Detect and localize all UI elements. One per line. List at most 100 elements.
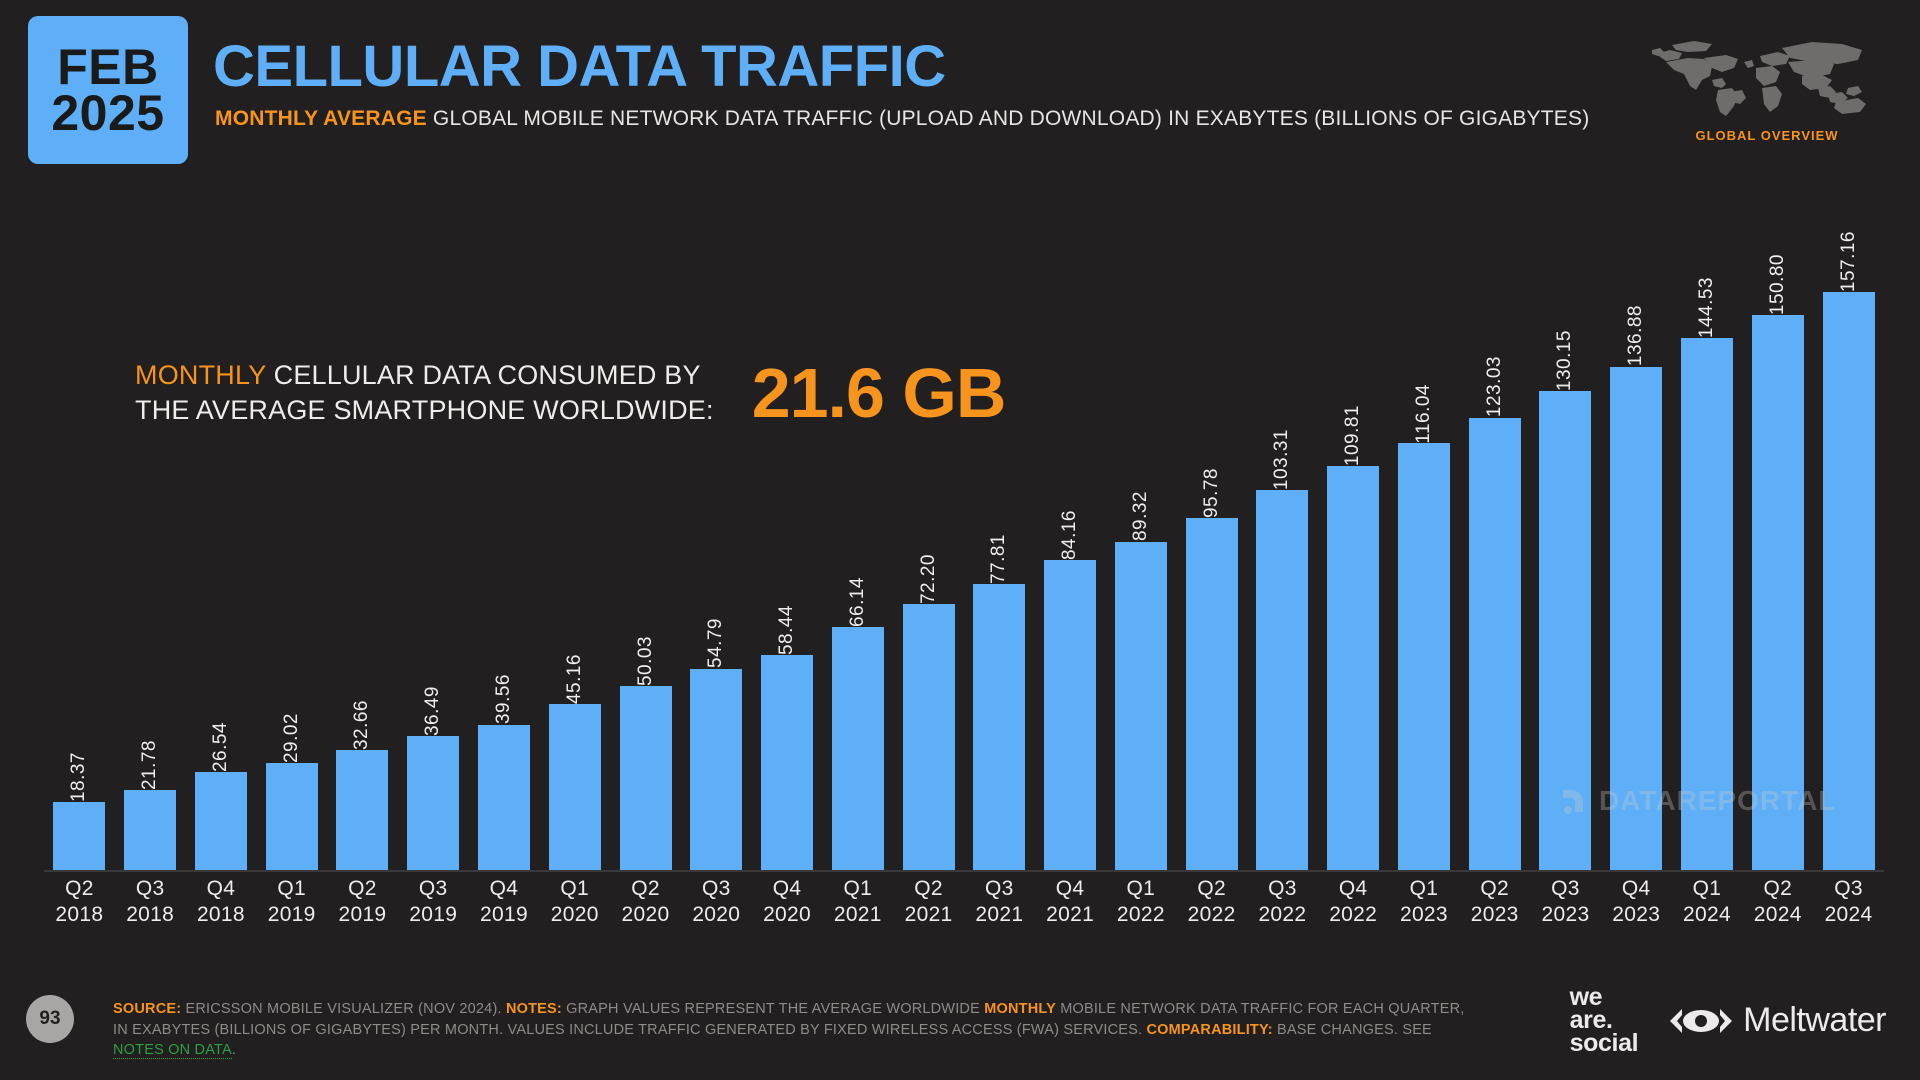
we-are-social-logo: we are. social	[1569, 985, 1639, 1056]
bar[interactable]	[407, 735, 460, 870]
notes-on-data-link[interactable]: NOTES ON DATA	[113, 1042, 232, 1060]
x-tick-quarter: Q3	[135, 877, 165, 900]
bar[interactable]	[1327, 466, 1380, 870]
bar[interactable]	[1539, 391, 1592, 870]
x-tick-year: 2020	[763, 902, 811, 926]
x-axis-tick-label: Q2 2024	[1742, 876, 1813, 927]
footnote-comparability-text: BASE CHANGES. SEE	[1272, 1021, 1432, 1038]
bar-column[interactable]: 36.49	[398, 200, 469, 870]
bar-column[interactable]: 144.53	[1672, 200, 1743, 870]
x-tick-quarter: Q2	[1763, 877, 1793, 900]
bar[interactable]	[619, 686, 672, 870]
footnote-notes-text-a: GRAPH VALUES REPRESENT THE AVERAGE WORLD…	[561, 1001, 985, 1017]
bar-column[interactable]: 109.81	[1318, 200, 1389, 870]
bar[interactable]	[902, 604, 955, 870]
date-badge: FEB 2025	[28, 16, 188, 164]
bar[interactable]	[1751, 315, 1804, 870]
x-axis-tick-label: Q4 2020	[752, 876, 823, 927]
bar[interactable]	[1256, 490, 1309, 870]
bar-value-label: 45.16	[563, 653, 585, 704]
bar[interactable]	[1822, 292, 1875, 870]
x-axis-tick-label: Q3 2021	[964, 876, 1035, 927]
bar-value-label: 144.53	[1695, 277, 1717, 339]
x-axis-tick-label: Q2 2020	[610, 876, 681, 927]
bar-column[interactable]: 150.80	[1742, 200, 1813, 870]
x-tick-year: 2023	[1399, 902, 1448, 926]
bar-column[interactable]: 72.20	[893, 200, 964, 870]
bar[interactable]	[53, 802, 106, 870]
bar[interactable]	[761, 655, 814, 870]
bar-value-label: 95.78	[1200, 467, 1222, 518]
bar-column[interactable]: 54.79	[681, 200, 752, 870]
meltwater-eye-icon	[1670, 1008, 1733, 1033]
x-tick-quarter: Q2	[914, 877, 943, 900]
bar-column[interactable]: 26.54	[186, 200, 257, 870]
bar[interactable]	[973, 583, 1026, 870]
x-tick-quarter: Q3	[1551, 877, 1580, 900]
bar-column[interactable]: 18.37	[44, 200, 115, 870]
bar[interactable]	[477, 724, 530, 870]
bar[interactable]	[1044, 560, 1097, 870]
bar-column[interactable]: 130.15	[1530, 200, 1601, 870]
bar-column[interactable]: 136.88	[1601, 200, 1672, 870]
bar-column[interactable]: 21.78	[115, 200, 186, 870]
page-number-badge: 93	[26, 995, 74, 1043]
bar[interactable]	[1397, 443, 1450, 870]
bar-column[interactable]: 95.78	[1176, 200, 1247, 870]
bar-column[interactable]: 29.02	[256, 200, 327, 870]
x-tick-quarter: Q4	[772, 877, 802, 900]
bar-column[interactable]: 103.31	[1247, 200, 1318, 870]
bar-column[interactable]: 123.03	[1459, 200, 1530, 870]
bar-value-label: 150.80	[1766, 254, 1788, 316]
bar-column[interactable]: 32.66	[327, 200, 398, 870]
logo-line-are: are.	[1569, 1006, 1613, 1034]
bar-column[interactable]: 84.16	[1035, 200, 1106, 870]
bar-value-label: 136.88	[1625, 305, 1647, 367]
footnote-source-label: SOURCE:	[113, 1001, 182, 1017]
bar[interactable]	[1680, 338, 1733, 870]
bar-column[interactable]: 77.81	[964, 200, 1035, 870]
bar-value-label: 116.04	[1412, 383, 1434, 444]
map-caption: GLOBAL OVERVIEW	[1695, 128, 1839, 143]
bar[interactable]	[1114, 541, 1167, 870]
x-tick-year: 2018	[196, 902, 245, 926]
bar-value-label: 39.56	[492, 674, 514, 725]
footnote: SOURCE: ERICSSON MOBILE VISUALIZER (NOV …	[113, 999, 1483, 1061]
bar[interactable]	[1185, 517, 1238, 870]
x-tick-quarter: Q4	[1055, 877, 1085, 900]
x-tick-year: 2021	[1046, 902, 1095, 926]
chart-plot-area: 18.37 21.78 26.54 29.02 32.66 36.49 39.56 45.16…	[44, 200, 1884, 870]
x-tick-year: 2020	[621, 902, 670, 926]
x-tick-year: 2020	[550, 902, 599, 926]
footnote-source-text: ERICSSON MOBILE VISUALIZER (NOV 2024).	[181, 1001, 506, 1017]
bar[interactable]	[1468, 417, 1521, 870]
x-tick-year: 2022	[1258, 902, 1307, 926]
bar-value-label: 21.78	[139, 739, 161, 790]
bar[interactable]	[548, 703, 601, 870]
bar-column[interactable]: 89.32	[1105, 200, 1176, 870]
bar-column[interactable]: 58.44	[752, 200, 823, 870]
x-tick-quarter: Q4	[489, 877, 519, 900]
bar-column[interactable]: 116.04	[1389, 200, 1460, 870]
bar-column[interactable]: 157.16	[1813, 200, 1884, 870]
x-axis-tick-label: Q1 2024	[1672, 876, 1743, 927]
bar-column[interactable]: 45.16	[539, 200, 610, 870]
meltwater-logo: Meltwater	[1668, 1001, 1886, 1040]
bar[interactable]	[1610, 366, 1663, 870]
bar[interactable]	[336, 749, 389, 870]
bar[interactable]	[831, 626, 884, 870]
x-axis-tick-label: Q4 2023	[1601, 876, 1672, 927]
bar-column[interactable]: 50.03	[610, 200, 681, 870]
date-year: 2025	[51, 85, 165, 141]
x-tick-quarter: Q2	[348, 877, 377, 900]
bar[interactable]	[124, 789, 177, 870]
bar[interactable]	[265, 763, 318, 870]
bar[interactable]	[690, 668, 743, 870]
x-axis-labels: Q2 2018 Q3 2018 Q4 2018 Q1 2019 Q2 2019 Q3 2019 Q4 20…	[44, 876, 1884, 927]
bar-column[interactable]: 39.56	[469, 200, 540, 870]
x-tick-quarter: Q4	[206, 877, 236, 900]
x-tick-quarter: Q2	[1197, 877, 1226, 900]
bar[interactable]	[194, 772, 247, 870]
bar-column[interactable]: 66.14	[822, 200, 893, 870]
x-tick-quarter: Q3	[1834, 877, 1863, 900]
